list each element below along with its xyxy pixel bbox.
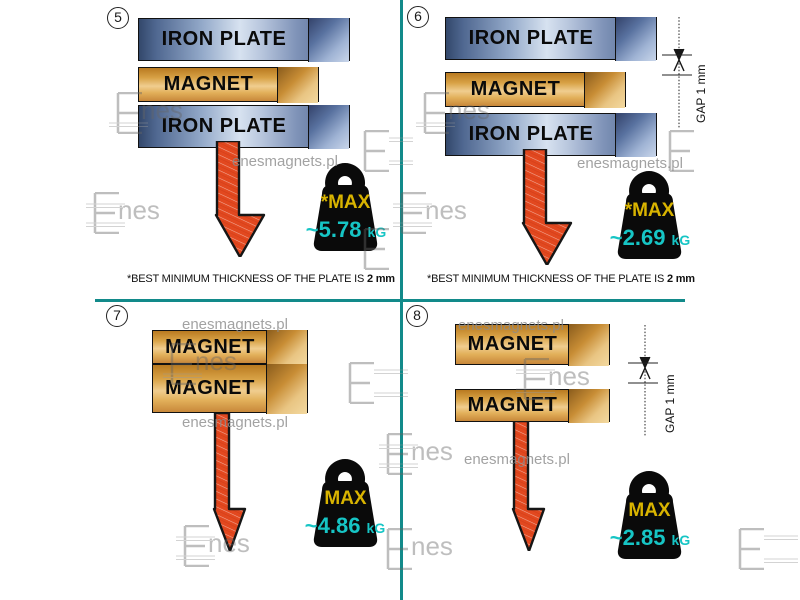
svg-text:nes: nes bbox=[141, 95, 183, 125]
svg-text:nes: nes bbox=[548, 361, 590, 391]
svg-text:nes: nes bbox=[448, 95, 490, 125]
svg-text:nes: nes bbox=[208, 528, 250, 558]
svg-text:nes: nes bbox=[425, 195, 467, 225]
svg-text:nes: nes bbox=[411, 436, 453, 466]
svg-text:nes: nes bbox=[411, 531, 453, 561]
svg-text:GAP 1 mm: GAP 1 mm bbox=[694, 65, 708, 123]
svg-text:nes: nes bbox=[195, 346, 237, 376]
svg-text:GAP 1 mm: GAP 1 mm bbox=[663, 375, 677, 433]
svg-text:nes: nes bbox=[118, 195, 160, 225]
